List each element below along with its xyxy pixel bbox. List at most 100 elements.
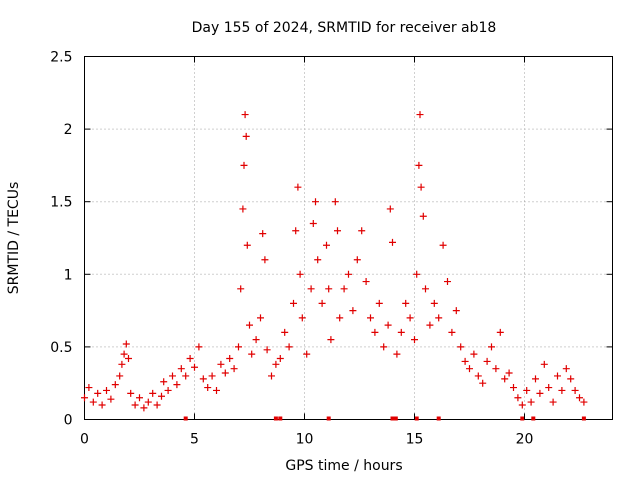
- data-point: [336, 314, 344, 322]
- data-point: [259, 230, 267, 238]
- data-point: [461, 357, 469, 365]
- data-point: [307, 285, 315, 293]
- data-point: [191, 363, 198, 371]
- data-point: [567, 375, 575, 383]
- data-point: [483, 357, 491, 365]
- data-point: [199, 375, 207, 383]
- data-point: [384, 321, 392, 329]
- data-point: [345, 270, 352, 278]
- data-point: [349, 307, 357, 315]
- data-point: [488, 343, 495, 351]
- data-point: [422, 285, 429, 293]
- data-point: [331, 198, 339, 206]
- y-tick-labels: 0 0.5 1 1.5 2 2.5: [50, 50, 613, 429]
- data-point: [540, 360, 548, 368]
- data-point: [492, 365, 500, 373]
- data-point: [580, 398, 588, 406]
- x-tick-label: 10: [296, 432, 314, 448]
- data-point: [444, 278, 451, 286]
- data-point: [296, 270, 304, 278]
- gap-marker: [393, 416, 398, 421]
- data-point: [532, 375, 539, 383]
- data-point: [576, 394, 583, 402]
- data-point: [235, 343, 242, 351]
- data-point: [562, 365, 570, 373]
- data-point: [136, 394, 143, 402]
- data-point: [375, 299, 383, 307]
- data-point: [510, 384, 517, 392]
- data-point: [107, 395, 115, 403]
- gap-marker: [326, 416, 331, 421]
- data-point: [204, 384, 212, 392]
- grid-lines: [84, 56, 613, 420]
- y-tick-label: 0.5: [50, 340, 72, 356]
- data-point: [466, 365, 473, 373]
- data-point: [169, 372, 176, 380]
- data-point: [164, 386, 172, 394]
- gap-marker: [183, 416, 188, 421]
- y-tick-label: 2.5: [50, 50, 72, 66]
- data-point: [479, 379, 487, 387]
- x-tick-label: 15: [406, 432, 424, 448]
- data-point: [257, 314, 264, 322]
- data-point: [140, 404, 148, 412]
- data-point: [263, 346, 271, 354]
- data-point: [415, 161, 423, 169]
- data-point: [501, 375, 509, 383]
- data-point: [393, 350, 401, 358]
- gap-marker: [414, 416, 419, 421]
- data-point: [149, 389, 157, 397]
- data-point: [367, 314, 374, 322]
- data-point: [303, 350, 311, 358]
- data-point: [362, 278, 370, 286]
- x-tick-labels: 0 5 10 15 20: [80, 56, 533, 448]
- data-point: [261, 256, 269, 264]
- data-point: [457, 343, 465, 351]
- y-axis-label: SRMTID / TECUs: [6, 182, 22, 295]
- data-point: [268, 372, 275, 380]
- data-point: [243, 241, 251, 249]
- data-point: [246, 321, 253, 329]
- data-point: [127, 389, 135, 397]
- data-point: [81, 394, 88, 402]
- y-tick-label: 1: [64, 267, 73, 283]
- data-point: [272, 360, 280, 368]
- data-point: [430, 299, 438, 307]
- data-point: [536, 389, 544, 397]
- data-point: [85, 384, 93, 392]
- data-point: [248, 350, 256, 358]
- data-point: [397, 328, 405, 336]
- gap-marker: [520, 416, 525, 421]
- data-point: [153, 401, 161, 409]
- data-point: [217, 360, 225, 368]
- data-point: [406, 314, 414, 322]
- data-point: [103, 386, 110, 394]
- gap-markers: [183, 416, 586, 421]
- data-point: [292, 227, 300, 235]
- data-point: [120, 350, 128, 358]
- data-point: [314, 256, 322, 264]
- data-point: [160, 378, 168, 386]
- data-point: [177, 365, 185, 373]
- gap-marker: [278, 416, 283, 421]
- y-tick-label: 2: [64, 122, 73, 138]
- data-point: [94, 389, 102, 397]
- data-point: [545, 384, 553, 392]
- data-point: [98, 401, 106, 409]
- data-point: [89, 398, 97, 406]
- y-tick-label: 0: [64, 413, 73, 429]
- data-point: [386, 205, 394, 213]
- data-point: [252, 336, 260, 344]
- data-point: [417, 183, 425, 191]
- data-point: [186, 355, 194, 363]
- data-point: [318, 299, 326, 307]
- data-point: [182, 372, 190, 380]
- plot-frame: [84, 56, 613, 420]
- data-point: [474, 372, 482, 380]
- data-point: [290, 299, 297, 307]
- x-tick-label: 5: [190, 432, 199, 448]
- data-point: [323, 241, 330, 249]
- data-point: [241, 111, 249, 119]
- data-point: [239, 205, 247, 213]
- gap-marker: [581, 416, 586, 421]
